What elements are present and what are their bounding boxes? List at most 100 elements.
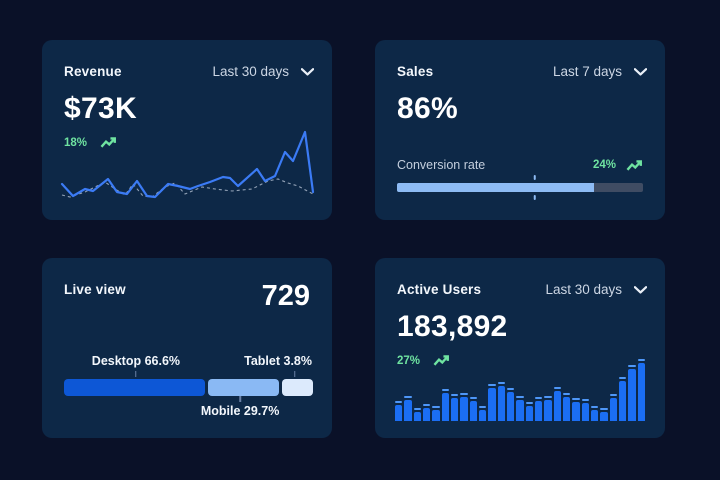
bar-body [395, 405, 403, 421]
user-bar [553, 386, 561, 421]
user-bar [544, 396, 552, 421]
sales-card-title: Sales [397, 64, 434, 79]
bar-body [525, 405, 533, 421]
device-stacked-bar [64, 379, 314, 396]
desktop-segment [64, 379, 206, 396]
bar-cap [534, 396, 543, 399]
bar-cap [432, 406, 440, 409]
live-view-card: Live view 729 Desktop 66.6% Tablet 3.8% … [42, 258, 332, 438]
user-bar [506, 388, 515, 421]
revenue-value: $73K [64, 92, 137, 125]
chevron-down-icon[interactable] [634, 67, 647, 76]
progress-target-marker-bottom [533, 195, 536, 200]
progress-target-marker-top [533, 175, 536, 180]
desktop-tick [135, 371, 137, 377]
user-bar [525, 401, 533, 421]
bar-body [637, 363, 645, 421]
bar-cap [469, 396, 477, 399]
user-bar [460, 393, 468, 421]
revenue-card-header: Revenue Last 30 days [64, 64, 314, 79]
user-bar [497, 381, 505, 421]
bar-cap [413, 407, 421, 410]
user-bar [628, 365, 636, 421]
revenue-change-row: 18% [64, 136, 117, 149]
bar-body [497, 385, 505, 421]
revenue-current-period-line [60, 130, 315, 199]
bar-body [590, 410, 599, 421]
bar-body [544, 400, 552, 421]
revenue-period-dropdown[interactable]: Last 30 days [212, 64, 314, 79]
active-users-card-header: Active Users Last 30 days [397, 282, 647, 297]
user-bar [488, 383, 496, 421]
active-users-value: 183,892 [397, 310, 508, 343]
user-bar [516, 396, 524, 421]
trending-up-icon [626, 159, 642, 171]
bar-cap [422, 404, 431, 407]
sales-period-dropdown[interactable]: Last 7 days [553, 64, 647, 79]
bar-body [581, 403, 589, 421]
revenue-period-label: Last 30 days [212, 64, 289, 79]
bar-cap [441, 388, 449, 391]
bar-body [478, 410, 487, 421]
user-bar [534, 396, 543, 421]
bar-body [450, 397, 459, 421]
mobile-segment [208, 379, 280, 396]
bar-body [562, 397, 571, 421]
trending-up-icon [433, 355, 450, 366]
bar-body [469, 400, 477, 421]
bar-body [441, 392, 449, 421]
bar-cap [497, 381, 505, 384]
chevron-down-icon[interactable] [634, 285, 647, 294]
tablet-segment [282, 379, 314, 396]
bar-cap [478, 406, 487, 409]
bar-cap [488, 383, 496, 386]
user-bar [478, 406, 487, 421]
live-view-value: 729 [261, 280, 310, 312]
bar-body [618, 380, 627, 421]
user-bar [441, 388, 449, 421]
bar-cap [581, 399, 589, 402]
bar-cap [562, 393, 571, 396]
mobile-tick [239, 396, 241, 402]
user-bar [562, 393, 571, 421]
bar-cap [628, 365, 636, 368]
active-users-period-dropdown[interactable]: Last 30 days [545, 282, 647, 297]
tablet-segment-label: Tablet 3.8% [244, 354, 312, 368]
conversion-rate-row: Conversion rate 24% [397, 158, 643, 172]
revenue-card: Revenue Last 30 days $73K 18% [42, 40, 332, 220]
bar-body [516, 400, 524, 421]
bar-body [534, 400, 543, 421]
bar-body [488, 387, 496, 421]
bar-cap [637, 359, 645, 361]
user-bar [609, 393, 617, 421]
bar-cap [404, 396, 412, 399]
bar-cap [609, 393, 617, 396]
revenue-change-value: 18% [64, 136, 88, 149]
trending-up-icon [100, 137, 117, 148]
sales-value: 86% [397, 92, 458, 125]
desktop-segment-label: Desktop 66.6% [91, 354, 181, 368]
user-bar [432, 406, 440, 421]
bar-cap [618, 376, 627, 379]
sales-change-row: 24% [593, 159, 643, 172]
bar-cap [450, 393, 459, 396]
active-users-bar-chart [395, 359, 645, 421]
active-users-card: Active Users Last 30 days 183,892 27% [375, 258, 665, 438]
bar-body [506, 392, 515, 421]
revenue-previous-period-line [61, 178, 314, 198]
user-bar [413, 407, 421, 421]
user-bar [581, 399, 589, 421]
user-bar [450, 393, 459, 421]
sales-card-header: Sales Last 7 days [397, 64, 647, 79]
sales-change-value: 24% [592, 159, 616, 171]
chevron-down-icon[interactable] [301, 67, 314, 76]
bar-cap [395, 401, 403, 404]
user-bar [618, 376, 627, 421]
bar-body [628, 369, 636, 421]
user-bar [404, 396, 412, 421]
revenue-card-title: Revenue [64, 64, 122, 79]
bar-body [609, 397, 617, 421]
user-bar [590, 406, 599, 421]
user-bar [600, 407, 608, 421]
conversion-progress-fill [397, 183, 594, 192]
